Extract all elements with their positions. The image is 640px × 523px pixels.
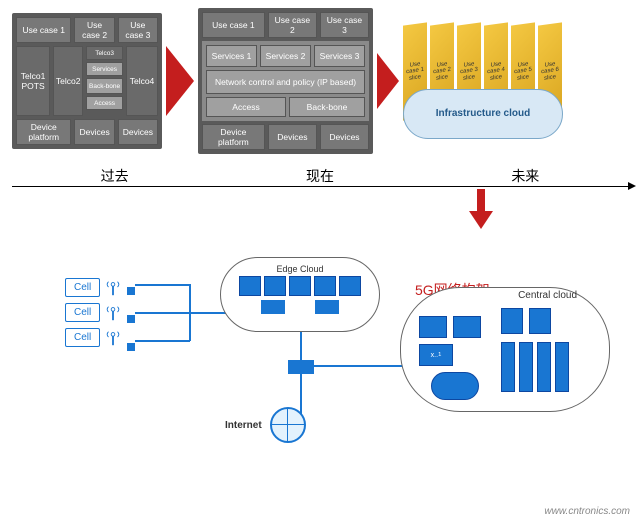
future-stack: Use case 1 slice Use case 2 slice Use ca… [403, 24, 578, 139]
nfv-box [419, 316, 447, 338]
server-icon [289, 276, 311, 296]
architecture-diagram: Cell Cell Cell Edge Cloud [0, 252, 640, 452]
service-box: Services 3 [314, 45, 365, 67]
edge-cloud: Edge Cloud [220, 257, 380, 332]
nfv-circle-icon [431, 372, 479, 400]
cell-group: Cell Cell Cell [65, 272, 122, 353]
telco-box: Telco2 [53, 46, 83, 116]
device-box: Device platform [16, 119, 71, 145]
server-icon [264, 276, 286, 296]
cell-box: Cell [65, 328, 100, 347]
service-box: Services 2 [260, 45, 311, 67]
sub-box: Access [86, 96, 123, 110]
device-box: Devices [320, 124, 369, 150]
device-box: Device platform [202, 124, 265, 150]
nfv-box: x..1 [419, 344, 453, 366]
sub-box: Services [86, 62, 123, 76]
device-box: Devices [118, 119, 158, 145]
telco-box: Telco4 [126, 46, 158, 116]
cloud-icon: Infrastructure cloud [403, 89, 563, 139]
usecase-box: Use case 2 [268, 12, 317, 38]
node-icon [127, 315, 135, 323]
telco-box: Telco3 [86, 46, 123, 60]
future-label: 未来 [511, 166, 539, 186]
server-icon [314, 276, 336, 296]
link-line [135, 284, 190, 286]
rack-icon [501, 342, 515, 392]
infra-cloud: Infrastructure cloud [403, 89, 578, 139]
cell-box: Cell [65, 278, 100, 297]
arrow-stem [477, 189, 485, 211]
db-icon [529, 308, 551, 334]
switch-icon [315, 300, 339, 314]
internet-node: Internet [225, 407, 306, 443]
switch-icon [261, 300, 285, 314]
access-box: Access [206, 97, 286, 117]
nfv-box [453, 316, 481, 338]
cell-box: Cell [65, 303, 100, 322]
link-line [135, 312, 190, 314]
server-icon [239, 276, 261, 296]
central-cloud: Central cloud x..1 [400, 287, 610, 412]
timeline: 过去 现在 未来 [12, 166, 628, 187]
arrow-right-icon [377, 53, 399, 109]
network-policy-box: Network control and policy (IP based) [206, 70, 365, 94]
arrow-down-icon [469, 211, 493, 229]
evolution-row: Use case 1 Use case 2 Use case 3 Telco1 … [0, 0, 640, 158]
edge-cloud-label: Edge Cloud [227, 264, 373, 274]
node-icon [127, 287, 135, 295]
link-line [314, 365, 404, 367]
watermark: www.cntronics.com [544, 506, 630, 517]
past-stack: Use case 1 Use case 2 Use case 3 Telco1 … [12, 13, 162, 149]
usecase-box: Use case 3 [118, 17, 158, 43]
arrow-right-icon [166, 46, 194, 116]
backbone-box: Back-bone [289, 97, 365, 117]
antenna-icon [104, 304, 122, 322]
central-cloud-label: Central cloud [518, 290, 577, 301]
past-label: 过去 [101, 166, 129, 186]
node-icon [127, 343, 135, 351]
globe-icon [270, 407, 306, 443]
internet-label: Internet [225, 420, 262, 431]
usecase-box: Use case 3 [320, 12, 369, 38]
switch-icon [288, 360, 314, 374]
device-box: Devices [74, 119, 114, 145]
present-label: 现在 [306, 166, 334, 186]
usecase-box: Use case 1 [16, 17, 71, 43]
present-stack: Use case 1 Use case 2 Use case 3 Service… [198, 8, 373, 154]
link-line [135, 340, 190, 342]
db-icon [501, 308, 523, 334]
service-box: Services 1 [206, 45, 257, 67]
antenna-icon [104, 279, 122, 297]
rack-icon [555, 342, 569, 392]
server-icon [339, 276, 361, 296]
antenna-icon [104, 329, 122, 347]
device-box: Devices [268, 124, 317, 150]
usecase-box: Use case 1 [202, 12, 265, 38]
sub-box: Back-bone [86, 78, 123, 94]
usecase-box: Use case 2 [74, 17, 114, 43]
link-line [300, 332, 302, 362]
rack-icon [519, 342, 533, 392]
rack-icon [537, 342, 551, 392]
telco-box: Telco1 POTS [16, 46, 50, 116]
